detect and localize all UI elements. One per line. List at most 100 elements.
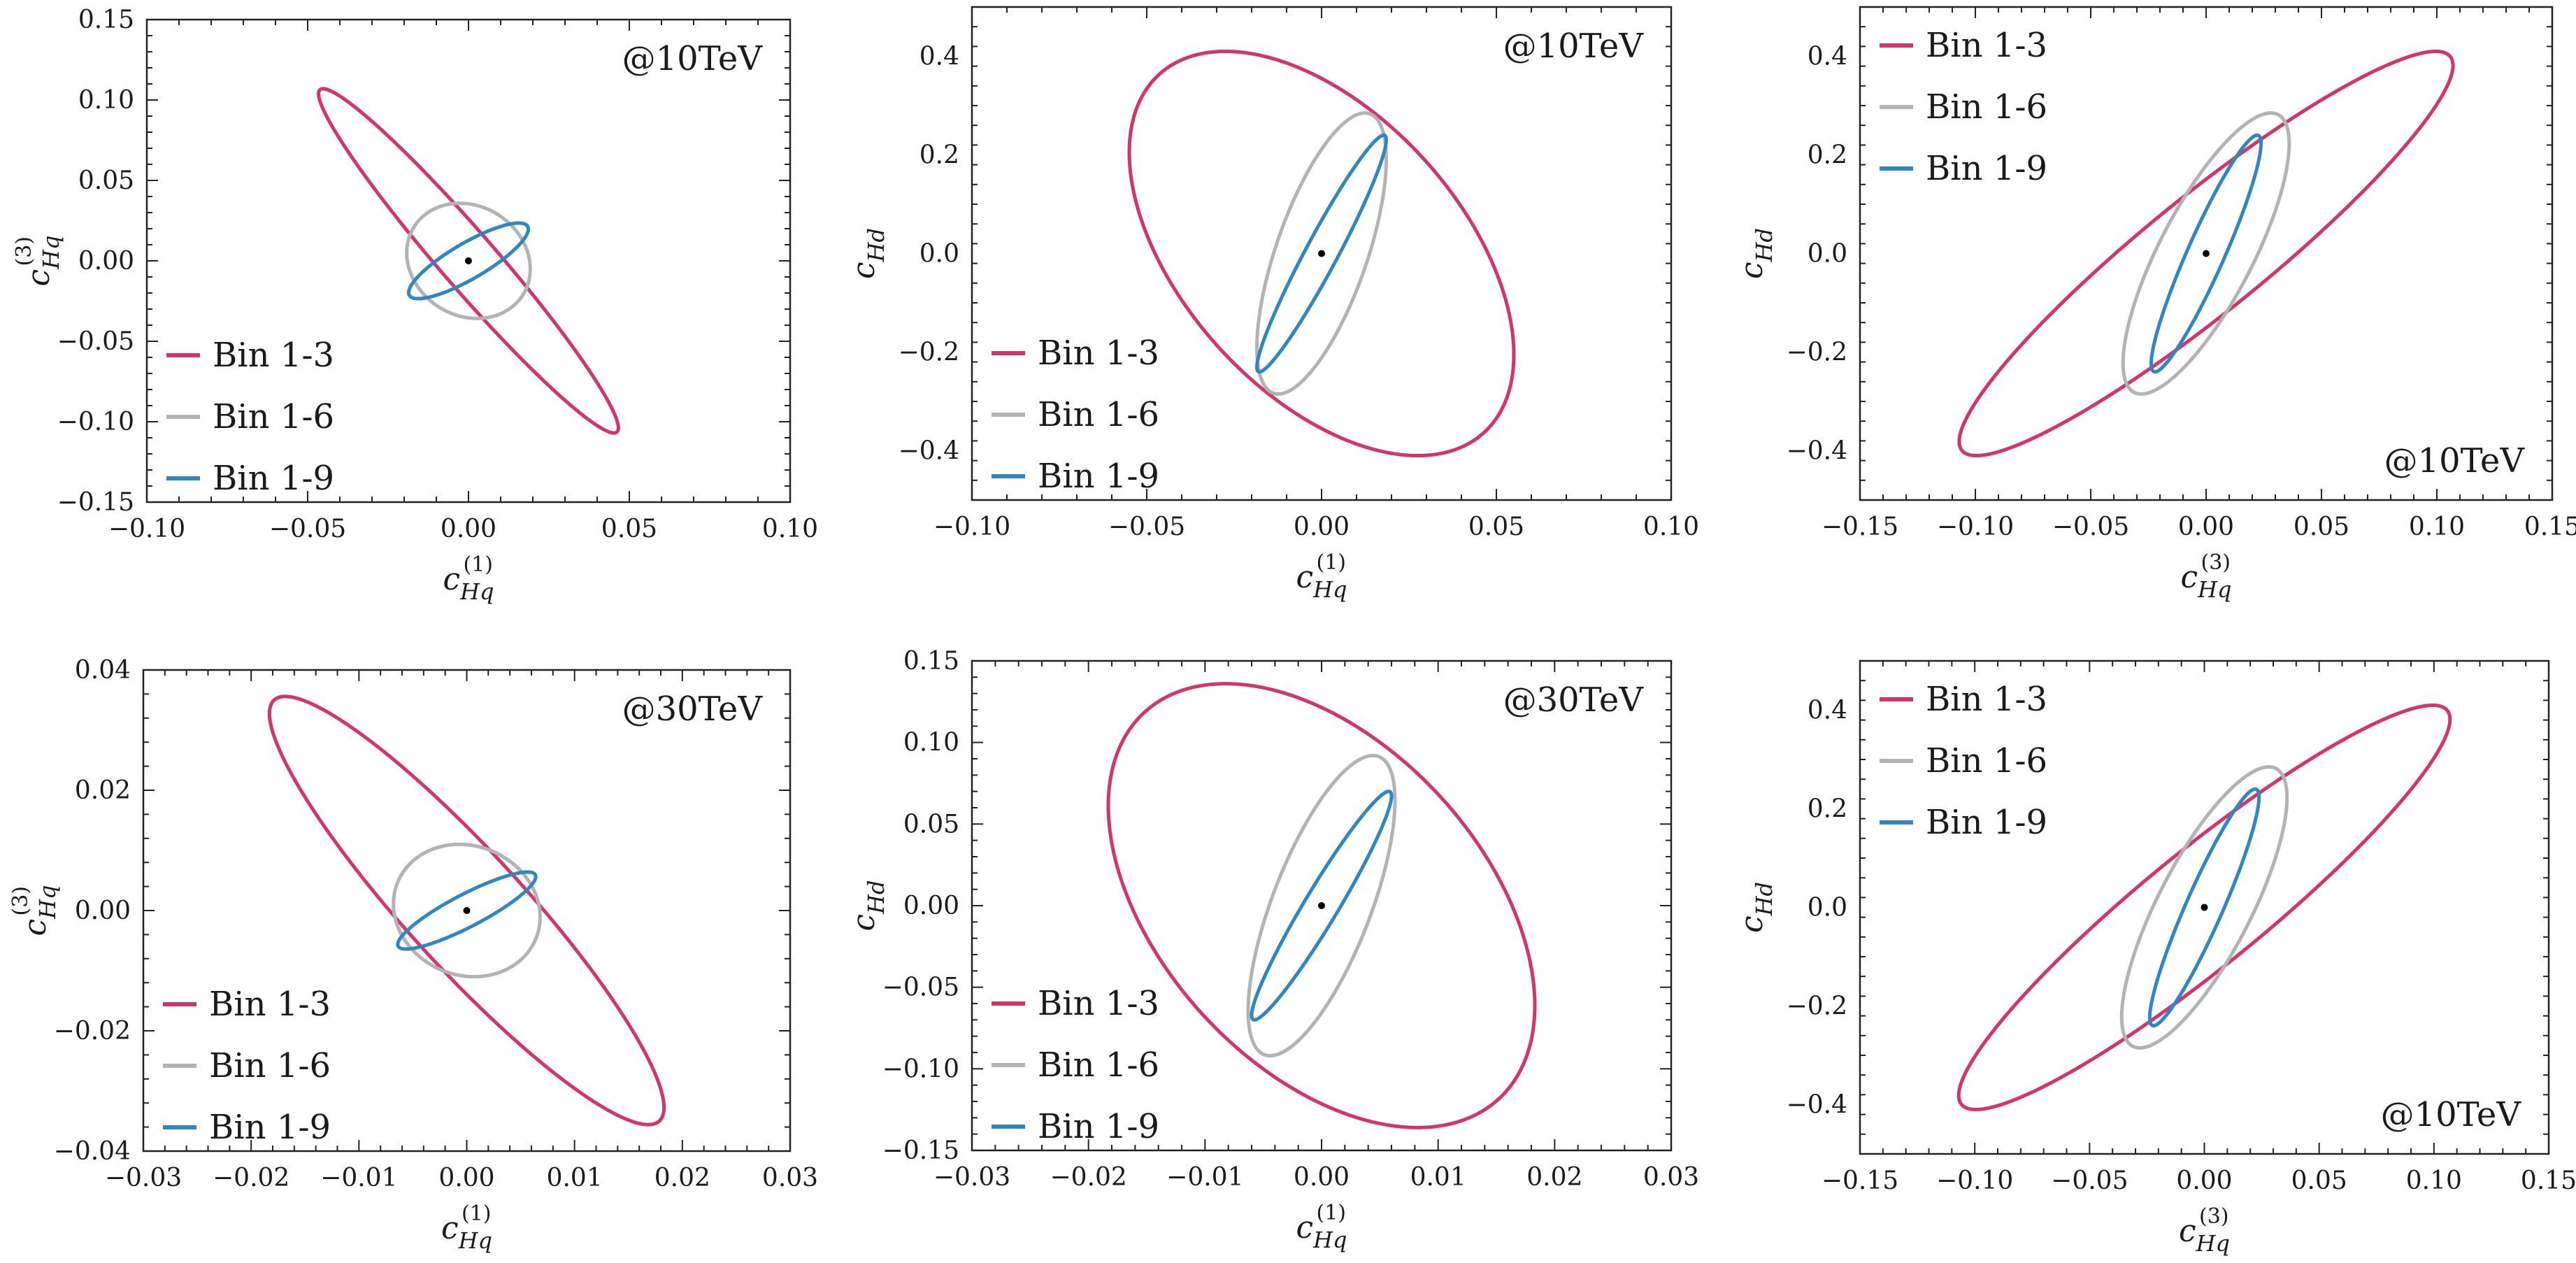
- x-tick-label: 0.05: [601, 515, 657, 543]
- legend-label: Bin 1-6: [1926, 87, 2047, 127]
- legend-label: Bin 1-9: [1038, 1107, 1159, 1146]
- y-tick-label: −0.15: [882, 1136, 959, 1165]
- x-axis-label-text: cHq(1): [1296, 550, 1347, 603]
- best-fit-point: [463, 907, 471, 914]
- x-tick-label: 0.03: [762, 1164, 818, 1192]
- contour-bin-1-3: [267, 694, 666, 1127]
- y-tick-label: 0.00: [903, 892, 959, 920]
- x-tick-label: −0.03: [105, 1164, 182, 1192]
- y-axis-label-text: cHq(3): [8, 885, 61, 936]
- y-tick-label: 0.04: [75, 656, 131, 685]
- x-tick-label: 0.05: [2294, 513, 2349, 541]
- contour-bin-1-3: [1957, 49, 2455, 458]
- contour-bin-1-6: [2121, 111, 2291, 396]
- legend-label: Bin 1-3: [213, 336, 334, 375]
- y-tick-label: 0.4: [1808, 697, 1847, 725]
- y-axis-label-text: cHq(3): [12, 235, 64, 286]
- y-tick-label: 0.00: [78, 247, 134, 276]
- energy-annotation: @10TeV: [1503, 27, 1645, 66]
- legend-label: Bin 1-3: [1926, 26, 2047, 65]
- x-axis-label-text: cHq(3): [2179, 1204, 2230, 1257]
- panel-5: −0.03 −0.02 −0.01 0.00 0.01 0.02 0.03 −0.15 −0.1…: [846, 647, 1699, 1253]
- x-tick-label: −0.10: [1936, 1166, 2013, 1195]
- x-tick-label: 0.00: [1294, 1163, 1350, 1192]
- y-tick-label: −0.2: [899, 338, 959, 367]
- axis-ticks: [143, 669, 791, 1152]
- contour-bin-1-6: [1254, 111, 1389, 396]
- x-tick-label: 0.00: [438, 1164, 494, 1192]
- y-axis-label: cHq(3): [12, 235, 64, 286]
- legend-label: Bin 1-3: [1038, 984, 1159, 1023]
- y-tick-label: 0.0: [920, 240, 959, 269]
- x-tick-label: 0.01: [547, 1164, 603, 1192]
- y-tick-label: 0.15: [78, 6, 134, 34]
- x-tick-label: −0.10: [1937, 513, 2014, 541]
- y-axis-label: cHd: [846, 880, 889, 931]
- legend: Bin 1-3 Bin 1-6 Bin 1-9: [166, 336, 334, 498]
- legend-label: Bin 1-3: [209, 985, 331, 1024]
- x-tick-label: −0.10: [933, 513, 1010, 541]
- y-tick-label: 0.02: [75, 776, 131, 805]
- x-tick-label: 0.10: [1643, 513, 1699, 541]
- legend: Bin 1-3 Bin 1-6 Bin 1-9: [992, 984, 1159, 1146]
- y-tick-label: −0.10: [57, 408, 134, 436]
- x-tick-label: 0.10: [2409, 513, 2465, 541]
- contours: [1106, 682, 1537, 1129]
- legend-label: Bin 1-9: [209, 1108, 331, 1147]
- best-fit-point: [1318, 250, 1325, 257]
- contours: [267, 694, 666, 1127]
- y-tick-label: 0.00: [75, 897, 131, 925]
- y-tick-label: 0.2: [1808, 141, 1847, 170]
- x-axis-label-text: cHq(1): [1296, 1201, 1347, 1253]
- axis-ticks: [1859, 660, 2549, 1155]
- contours: [317, 87, 620, 435]
- contour-bin-1-6: [392, 842, 542, 979]
- y-tick-label: −0.4: [899, 437, 959, 466]
- x-axis-label: cHq(1): [1296, 1201, 1347, 1253]
- x-axis-label-text: cHq(3): [2180, 550, 2231, 603]
- y-tick-label: 0.2: [920, 141, 959, 170]
- y-tick-label: 0.4: [1808, 43, 1847, 71]
- best-fit-point: [2201, 904, 2208, 911]
- energy-annotation: @30TeV: [622, 690, 764, 729]
- y-tick-label: 0.0: [1808, 894, 1847, 922]
- best-fit-point: [465, 257, 472, 264]
- x-tick-label: 0.05: [2291, 1166, 2347, 1195]
- legend-label: Bin 1-3: [1038, 334, 1159, 373]
- contour-bin-1-3: [1127, 49, 1516, 458]
- legend-label: Bin 1-9: [1926, 803, 2047, 842]
- x-tick-label: −0.15: [1822, 513, 1898, 541]
- y-axis-label-text: cHd: [846, 880, 889, 931]
- x-tick-label: 0.10: [762, 515, 818, 543]
- y-axis-label: cHd: [1734, 228, 1777, 279]
- energy-annotation: @10TeV: [2381, 1095, 2522, 1134]
- legend-label: Bin 1-6: [213, 397, 334, 436]
- x-tick-label: −0.05: [2051, 1166, 2128, 1195]
- legend-label: Bin 1-9: [1038, 457, 1159, 496]
- x-tick-label: 0.10: [2406, 1166, 2462, 1195]
- y-tick-label: −0.05: [882, 973, 959, 1002]
- panel-4: −0.03 −0.02 −0.01 0.00 0.01 0.02 0.03 −0.04 −0.0…: [8, 656, 818, 1254]
- x-axis-label: cHq(3): [2180, 550, 2231, 603]
- x-tick-label: −0.15: [1822, 1166, 1898, 1195]
- legend-label: Bin 1-9: [1926, 149, 2047, 188]
- x-axis-label-text: cHq(1): [441, 1201, 492, 1254]
- y-tick-label: 0.2: [1808, 795, 1847, 824]
- contour-bin-1-3: [317, 87, 620, 435]
- legend: Bin 1-3 Bin 1-6 Bin 1-9: [163, 985, 331, 1147]
- contour-bin-1-3: [1106, 682, 1537, 1129]
- x-tick-label: 0.00: [2176, 1166, 2232, 1195]
- y-tick-label: 0.05: [903, 810, 959, 839]
- x-tick-label: 0.00: [1294, 513, 1350, 541]
- x-tick-label: −0.02: [1050, 1163, 1127, 1192]
- legend-label: Bin 1-6: [209, 1046, 331, 1085]
- contour-bin-1-9: [2147, 787, 2261, 1028]
- y-tick-label: 0.0: [1808, 240, 1847, 269]
- y-tick-label: −0.15: [57, 488, 134, 517]
- contour-bin-1-6: [2119, 765, 2289, 1050]
- x-axis-label-text: cHq(1): [443, 552, 494, 605]
- axis-ticks: [971, 660, 1672, 1151]
- contours: [1127, 49, 1516, 458]
- legend-label: Bin 1-6: [1926, 741, 2047, 780]
- legend-label: Bin 1-6: [1038, 1046, 1159, 1085]
